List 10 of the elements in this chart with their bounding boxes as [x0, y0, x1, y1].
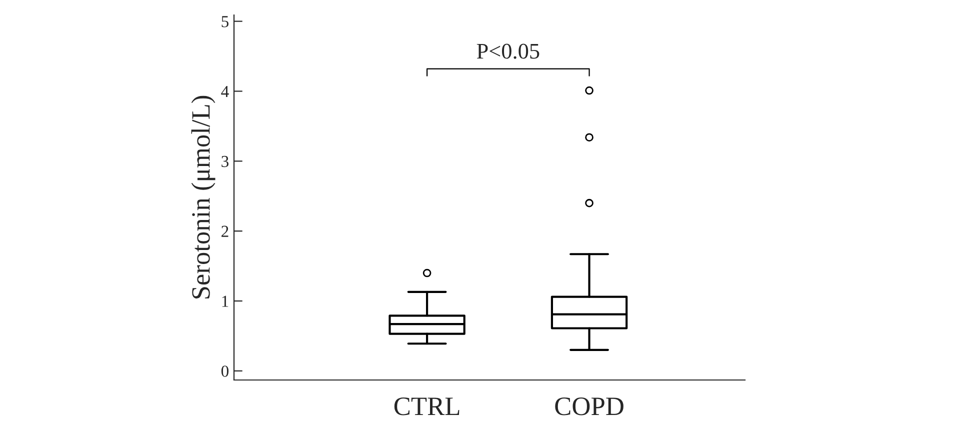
x-tick-label: CTRL	[394, 398, 460, 416]
y-tick-label: 0	[221, 366, 229, 377]
y-tick-label: 4	[221, 86, 229, 97]
y-axis-title: Serotonin (μmol/L)	[191, 96, 216, 298]
y-tick-label: 2	[222, 226, 228, 237]
annotation: P<0.05	[476, 44, 540, 59]
x-tick-label: COPD	[555, 398, 624, 416]
y-tick-label: 3	[222, 156, 228, 168]
y-tick-label: 5	[222, 16, 228, 28]
y-tick-label: 1	[222, 296, 228, 307]
